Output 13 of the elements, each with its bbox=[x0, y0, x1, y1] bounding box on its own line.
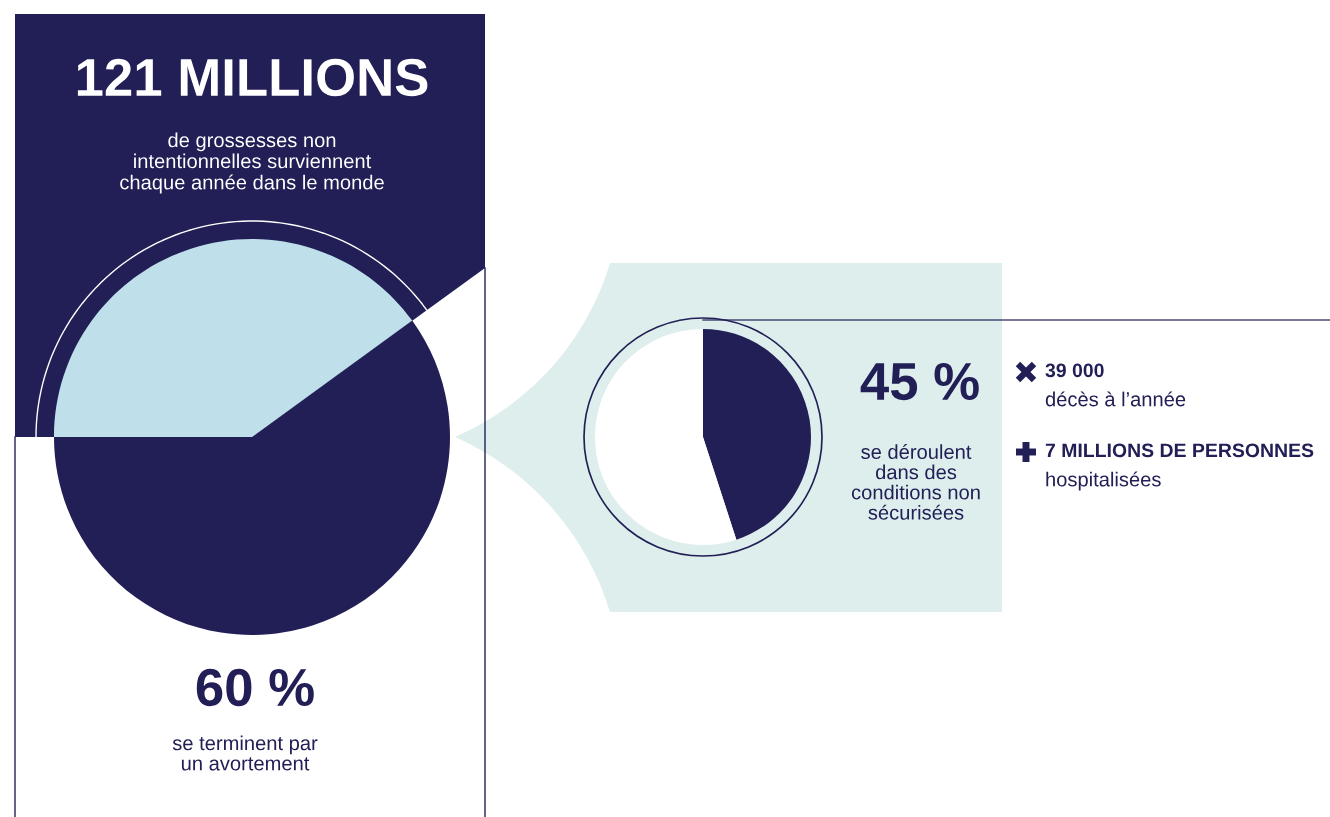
legend-label: se déroulent dans des conditions non sécurisées bbox=[851, 444, 980, 520]
pie-slice bbox=[595, 329, 737, 545]
text: 39 000 bbox=[1045, 363, 1104, 378]
chart-subtitle: de grossesses non intentionnelles surviennent chaque année dans le monde bbox=[120, 132, 384, 194]
text: décès à l’année bbox=[1045, 391, 1186, 407]
data-label: 45 % bbox=[860, 362, 979, 401]
text: 7 MILLIONS DE PERSONNES bbox=[1045, 443, 1314, 458]
pie-slice bbox=[703, 329, 811, 540]
slice-label: se terminent par un avortement bbox=[172, 735, 318, 771]
pie-slice bbox=[54, 239, 413, 437]
data-label: 60 % bbox=[196, 668, 314, 707]
chart-title: 121 MILLIONS bbox=[77, 58, 428, 97]
text: hospitalisées bbox=[1046, 471, 1161, 491]
